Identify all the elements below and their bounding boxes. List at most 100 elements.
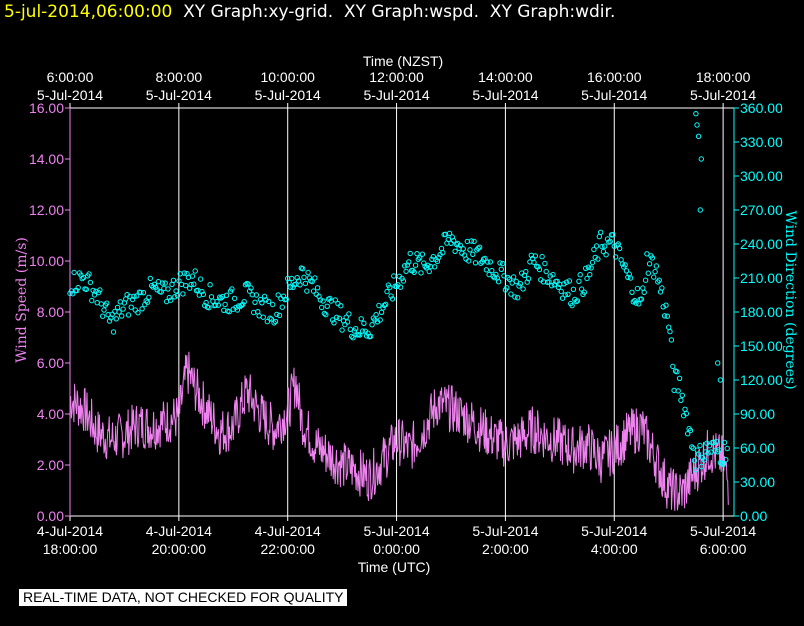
wind-direction-point [611,243,617,250]
wind-direction-point [705,450,711,456]
wind-direction-point [140,290,147,296]
wind-direction-point [231,295,238,302]
wind-direction-point [159,280,166,286]
wind-direction-point [128,304,134,310]
wind-direction-point [189,273,196,279]
right-tick-label: 210.00 [740,270,783,286]
wind-direction-point [388,293,394,299]
bottom-tick-date: 4-Jul-2014 [255,523,321,539]
wind-direction-point [181,270,188,276]
wind-direction-point [384,288,390,295]
header-timestamp: 5-jul-2014,06:00:00 [4,2,173,22]
wind-direction-point [120,306,126,312]
bottom-tick-date: 4-Jul-2014 [37,523,103,539]
wind-direction-point [361,320,367,326]
wind-direction-point [138,289,144,296]
wind-direction-point [153,284,159,290]
wind-direction-point [547,273,553,279]
top-tick-time: 12:00:00 [369,69,424,85]
wind-direction-point [90,287,96,294]
wind-direction-point [683,410,690,417]
wind-direction-point [146,294,152,300]
wind-direction-point [602,243,608,249]
wind-direction-point [320,298,326,304]
wind-direction-point [248,285,254,291]
wind-direction-point [383,301,389,307]
wind-direction-outlier [717,377,724,383]
wind-direction-point [430,254,436,260]
left-tick-label: 0.00 [37,508,64,524]
top-tick-time: 8:00:00 [155,69,202,85]
wind-direction-outlier [694,122,700,128]
wind-direction-point [268,316,275,322]
wind-direction-point [143,298,149,304]
top-tick-date: 5-Jul-2014 [255,87,321,103]
header-graph-xy-grid: XY Graph:xy-grid. [183,2,334,22]
wind-direction-point [475,245,481,252]
wind-direction-point [667,328,673,335]
wind-direction-point [309,278,315,285]
wind-direction-point [144,299,151,305]
wind-direction-point [346,311,352,317]
wind-direction-point [180,291,186,297]
wind-direction-point [321,310,328,317]
wind-direction-outlier [697,207,703,213]
wind-direction-point [125,312,132,318]
wind-direction-point [588,265,594,271]
wind-direction-point [297,282,303,288]
wind-direction-point [668,337,675,343]
wind-direction-point [287,284,294,290]
wind-direction-point [702,449,709,455]
wind-direction-point [460,246,466,252]
wind-direction-point [652,268,658,275]
wind-direction-point [558,288,564,295]
wind-direction-point [74,287,80,294]
wind-direction-point [468,238,475,244]
wind-direction-point [174,292,181,299]
right-tick-label: 150.00 [740,338,783,354]
wind-direction-point [517,281,524,287]
wind-direction-point [421,260,427,266]
wind-direction-point [646,261,653,267]
wind-direction-point [170,277,177,283]
wind-direction-point [617,245,623,252]
wind-direction-point [350,335,356,341]
wind-direction-point [87,279,94,286]
wind-direction-point [263,297,269,303]
left-tick-label: 4.00 [37,406,64,422]
wind-direction-point [168,297,174,303]
wind-direction-point [343,314,349,320]
wind-direction-point [172,294,178,300]
wind-direction-point [629,289,635,295]
wind-direction-point [349,333,355,340]
wind-direction-point [376,302,382,309]
top-tick-date: 5-Jul-2014 [690,87,756,103]
wind-direction-point [656,277,662,283]
left-axis-title: Wind Speed (m/s) [14,237,30,363]
wind-direction-point [585,264,592,270]
wind-direction-point [286,279,292,286]
wind-direction-point [301,274,307,280]
top-axis-title: Time (NZST) [363,53,443,69]
wind-direction-point [659,285,665,291]
top-tick-time: 10:00:00 [260,69,315,85]
wind-direction-point [100,313,106,319]
wind-direction-point [695,451,702,457]
bottom-tick-date: 4-Jul-2014 [146,523,212,539]
wind-direction-point [132,307,139,313]
wind-direction-point [701,457,707,463]
wind-direction-point [246,288,253,294]
wind-direction-point [104,300,110,306]
wind-direction-point [339,327,345,333]
wind-direction-point [562,292,568,298]
wind-direction-point [279,304,285,310]
wind-direction-point [641,289,647,296]
wind-direction-point [415,256,421,263]
wind-direction-point [445,236,451,243]
wind-direction-point [551,282,558,288]
wind-direction-point [512,294,518,300]
bottom-tick-date: 5-Jul-2014 [363,523,429,539]
wind-direction-point [638,296,645,302]
wind-direction-point [97,287,103,293]
wind-direction-point [542,260,548,267]
